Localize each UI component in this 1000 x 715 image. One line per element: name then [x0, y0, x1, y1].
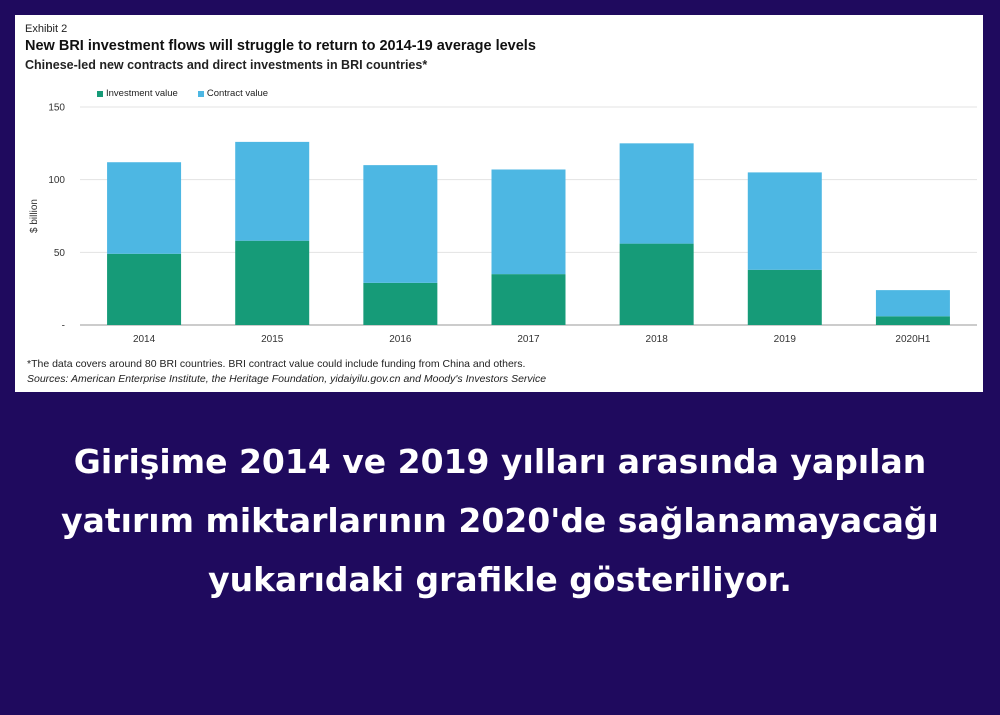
bar-contract-2020H1 — [875, 290, 950, 317]
bar-contract-2015 — [235, 141, 310, 241]
bar-investment-2019 — [747, 269, 822, 325]
chart-note: *The data covers around 80 BRI countries… — [27, 358, 526, 370]
x-tick-label-2020H1: 2020H1 — [895, 334, 930, 345]
y-tick-label-0: - — [62, 321, 65, 332]
bar-investment-2017 — [491, 274, 566, 325]
legend-item-investment: Investment value — [97, 88, 178, 99]
x-tick-label-2018: 2018 — [646, 334, 669, 345]
bar-investment-2020H1 — [875, 316, 950, 325]
bar-chart: - 50 100 150 $ billion 2014 2015 2016 2017 2018 20… — [29, 103, 977, 345]
legend-item-contract: Contract value — [197, 88, 269, 99]
chart-subtitle: Chinese-led new contracts and direct inv… — [25, 58, 428, 72]
legend-swatch-investment — [97, 90, 103, 97]
legend-label-contract: Contract value — [206, 88, 269, 99]
bar-investment-2018 — [619, 243, 694, 325]
x-tick-label-2016: 2016 — [389, 334, 412, 345]
exhibit-label: Exhibit 2 — [25, 23, 68, 35]
bar-investment-2015 — [235, 240, 310, 325]
chart-title: New BRI investment flows will struggle t… — [25, 38, 536, 54]
y-tick-label-100: 100 — [48, 175, 65, 186]
x-tick-label-2019: 2019 — [774, 334, 797, 345]
chart-legend: Investment value Contract value — [97, 88, 268, 99]
bar-contract-2018 — [619, 143, 694, 244]
y-axis-label: $ billion — [29, 199, 40, 233]
bar-contract-2014 — [107, 162, 182, 254]
caption-text: Girişime 2014 ve 2019 yılları arasında y… — [61, 442, 939, 599]
y-tick-label-50: 50 — [54, 248, 66, 259]
legend-swatch-contract — [197, 90, 204, 97]
chart-panel: Exhibit 2 New BRI investment flows will … — [15, 15, 983, 392]
y-tick-label-150: 150 — [48, 103, 65, 114]
bar-contract-2016 — [363, 165, 438, 283]
bar-contract-2017 — [491, 169, 566, 275]
bar-investment-2016 — [363, 282, 438, 325]
x-tick-label-2017: 2017 — [517, 334, 540, 345]
x-tick-label-2014: 2014 — [133, 334, 156, 345]
bar-investment-2014 — [107, 253, 182, 325]
x-tick-label-2015: 2015 — [261, 334, 284, 345]
chart-sources: Sources: American Enterprise Institute, … — [27, 373, 547, 385]
legend-label-investment: Investment value — [106, 88, 178, 99]
bar-contract-2019 — [747, 172, 822, 270]
